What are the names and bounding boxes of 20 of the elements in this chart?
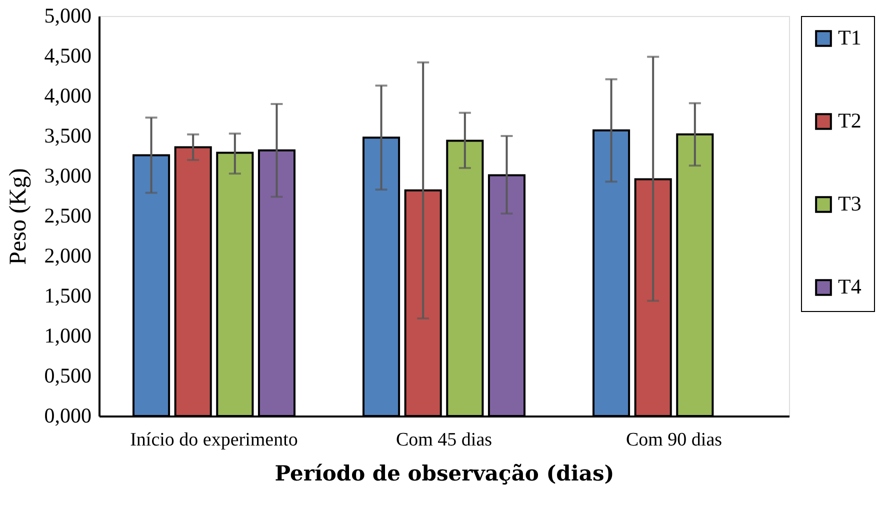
y-tick-label: 3,500 [44, 124, 92, 148]
legend-label: T2 [838, 108, 862, 132]
y-tick-label: 4,500 [44, 44, 92, 68]
y-tick-label: 2,500 [44, 204, 92, 228]
y-axis-title: Peso (Kg) [5, 168, 32, 265]
y-tick-label: 4,000 [44, 84, 92, 108]
y-tick-label: 0,000 [44, 404, 92, 428]
x-tick-label: Com 45 dias [396, 430, 492, 450]
y-tick-label: 0,500 [44, 364, 92, 388]
legend-label: T1 [838, 26, 862, 50]
x-tick-label: Com 90 dias [626, 430, 722, 450]
x-tick-label: Início do experimento [130, 430, 298, 450]
x-axis-title: Período de observação (dias) [274, 460, 614, 486]
y-tick-label: 2,000 [44, 244, 92, 268]
legend-label: T4 [838, 274, 862, 298]
y-tick-label: 1,000 [44, 324, 92, 348]
y-tick-label: 1,500 [44, 284, 92, 308]
legend-label: T3 [838, 192, 862, 216]
y-tick-label: 3,000 [44, 164, 92, 188]
y-tick-label: 5,000 [44, 4, 92, 28]
